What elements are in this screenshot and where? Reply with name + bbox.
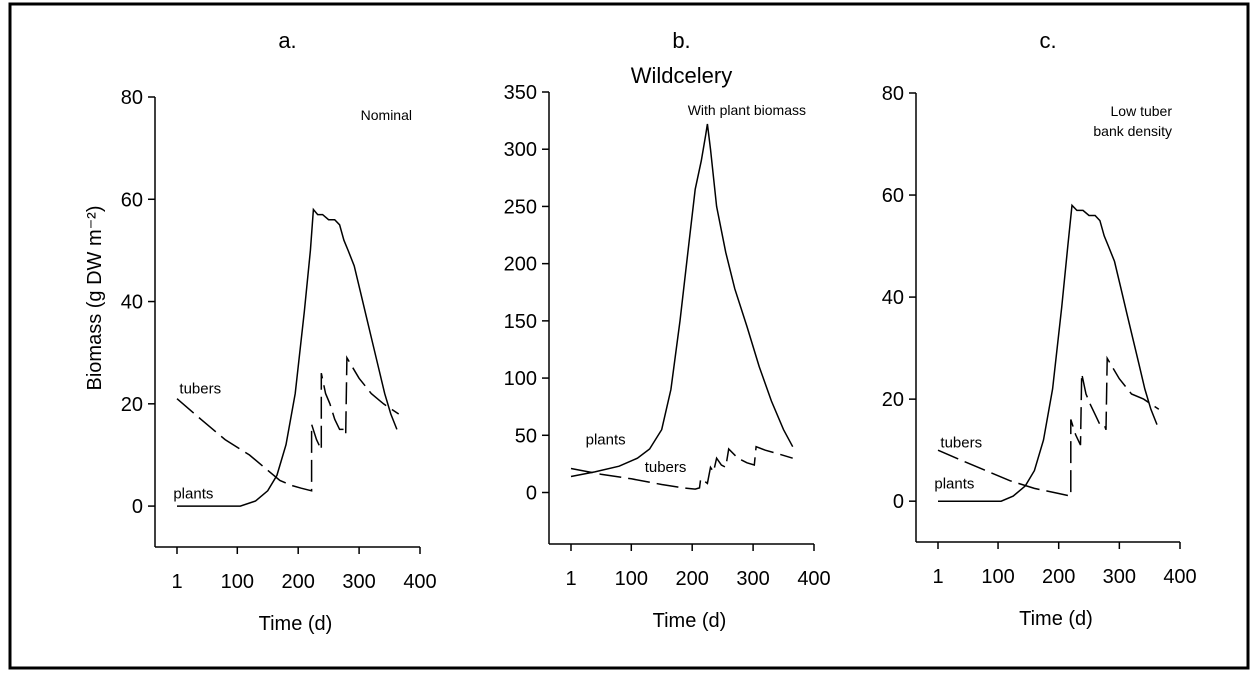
y-tick-label: 60 (882, 185, 904, 207)
y-tick-label: 150 (504, 311, 537, 333)
x-tick-label: 200 (282, 571, 315, 593)
series-line-plants (938, 203, 1158, 502)
x-tick-label: 300 (736, 568, 769, 590)
series-label-tubers: tubers (179, 381, 221, 398)
x-tick-label: 400 (797, 568, 830, 590)
chart-panel-2: b. Wildcelery 0 50 100 150 200 250 300 350 1 100 200… (504, 28, 831, 632)
x-tick-label: 300 (342, 571, 375, 593)
series-label-plants: plants (173, 485, 213, 502)
y-tick-label: 0 (526, 483, 537, 505)
y-tick-label: 100 (504, 368, 537, 390)
chart-panel-3: c. 0 20 40 60 80 1 100 200 300 400 Time (d) Low tube… (882, 28, 1197, 630)
panel-label: c. (1039, 28, 1056, 53)
series-line-tubers (570, 445, 793, 490)
x-axis-label: Time (d) (1019, 608, 1093, 630)
y-tick-label: 350 (504, 82, 537, 104)
series-label-plants: plants (934, 475, 974, 492)
x-tick-label: 1 (171, 571, 182, 593)
x-tick-label: 300 (1103, 566, 1136, 588)
y-tick-label: 80 (121, 87, 143, 109)
x-tick-label: 100 (981, 566, 1014, 588)
x-tick-label: 100 (221, 571, 254, 593)
x-axis-label: Time (d) (653, 610, 727, 632)
y-tick-label: 0 (893, 491, 904, 513)
x-tick-label: 100 (615, 568, 648, 590)
series-label-plants: plants (586, 431, 626, 448)
y-axis-label: Biomass (g DW m⁻²) (84, 206, 106, 391)
panel-annotation: With plant biomass (688, 102, 806, 118)
x-tick-label: 400 (1163, 566, 1196, 588)
panel-annotation: Low tuber (1111, 103, 1173, 119)
y-tick-label: 300 (504, 139, 537, 161)
chart-title: Wildcelery (631, 63, 732, 88)
x-tick-label: 1 (565, 568, 576, 590)
y-tick-label: 80 (882, 83, 904, 105)
y-tick-label: 20 (882, 389, 904, 411)
y-tick-label: 200 (504, 254, 537, 276)
chart-panel-1: a. 0 20 40 60 80 1 100 200 300 400 Time (d) Nominal t… (121, 28, 437, 635)
series-line-plants (177, 207, 398, 507)
panel-annotation: bank density (1093, 123, 1172, 139)
series-line-plants (570, 123, 794, 478)
panel-label: a. (278, 28, 296, 53)
x-tick-label: 200 (676, 568, 709, 590)
y-tick-label: 60 (121, 189, 143, 211)
panel-annotation: Nominal (361, 107, 412, 123)
y-tick-label: 0 (132, 496, 143, 518)
x-axis-label: Time (d) (259, 613, 333, 635)
y-tick-label: 20 (121, 394, 143, 416)
figure-border (8, 2, 1250, 670)
x-tick-label: 200 (1042, 566, 1075, 588)
x-tick-label: 400 (403, 571, 436, 593)
x-tick-label: 1 (932, 566, 943, 588)
series-line-tubers (176, 355, 400, 492)
series-label-tubers: tubers (645, 459, 687, 476)
y-tick-label: 250 (504, 196, 537, 218)
y-tick-label: 40 (121, 292, 143, 314)
panel-label: b. (672, 28, 690, 53)
y-tick-label: 40 (882, 287, 904, 309)
y-tick-label: 50 (515, 425, 537, 447)
series-label-tubers: tubers (940, 435, 982, 452)
series-line-tubers (937, 355, 1160, 498)
